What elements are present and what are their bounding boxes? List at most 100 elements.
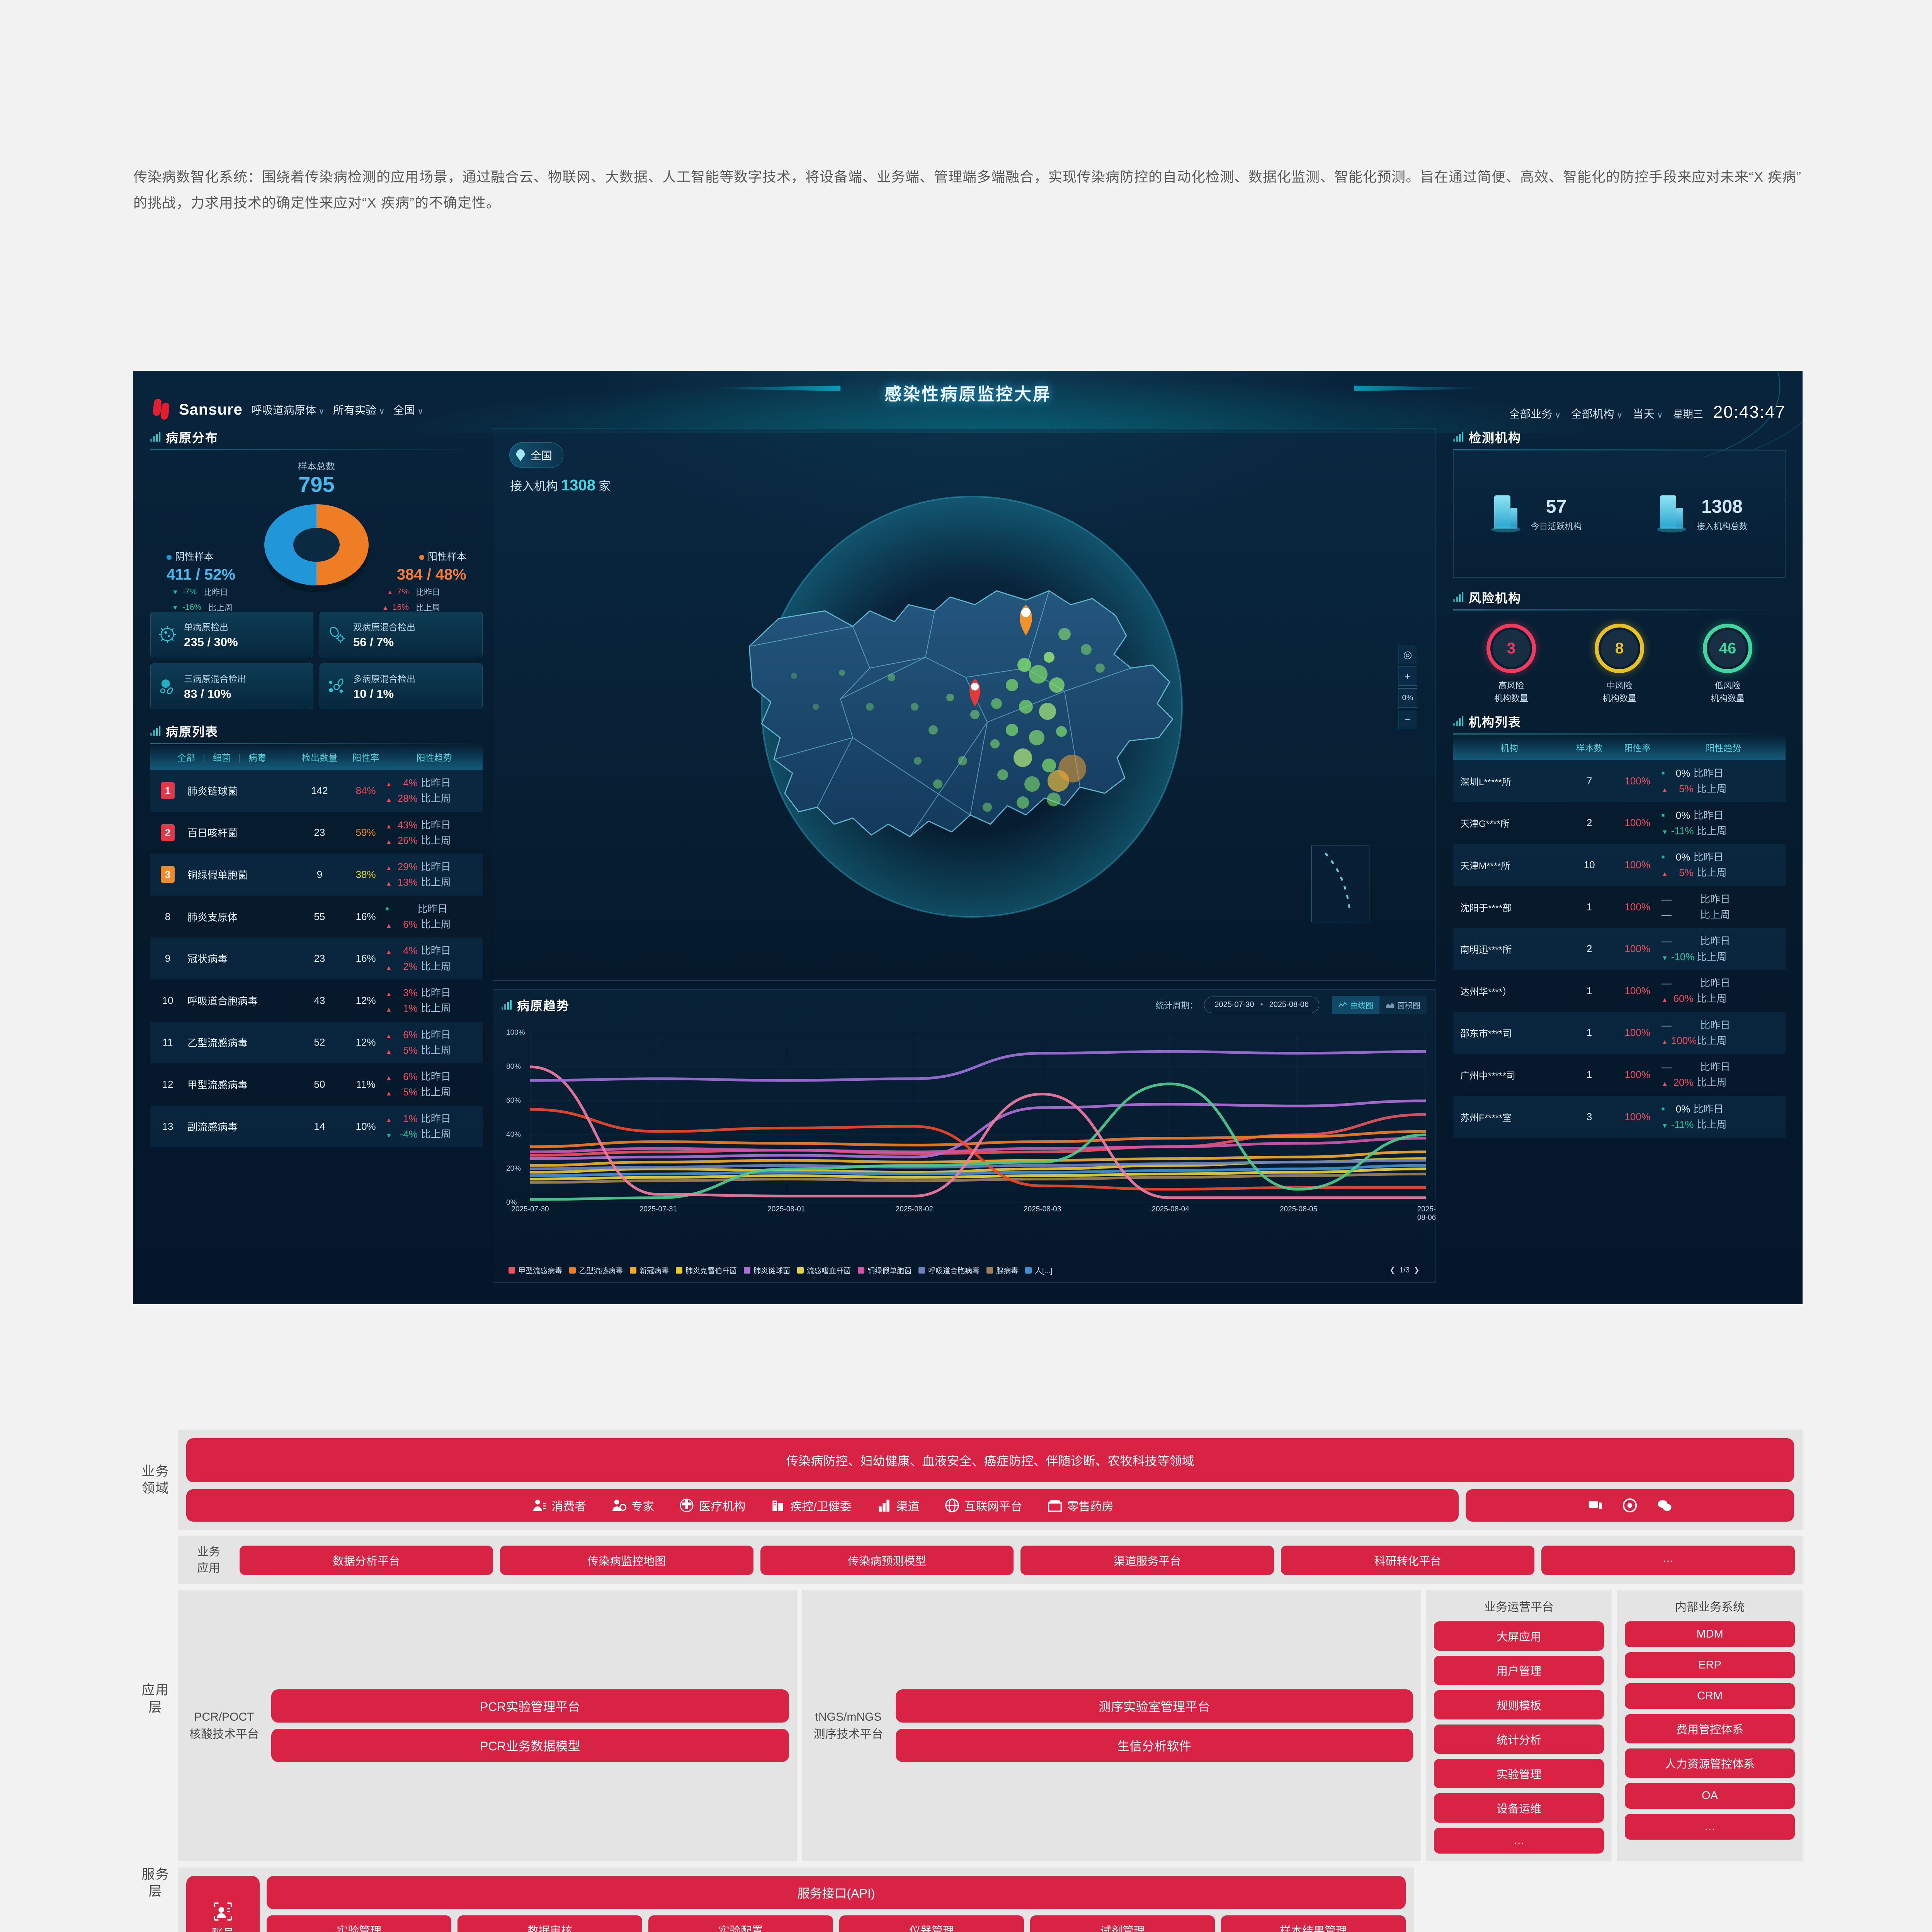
legend-item[interactable]: 新冠病毒 [630, 1265, 669, 1276]
table-row[interactable]: 10 呼吸道合胞病毒 43 12% 3%比昨日1%比上周 [150, 980, 483, 1022]
internal-item-1[interactable]: ERP [1625, 1652, 1795, 1678]
region-selector[interactable]: 全国 [509, 442, 564, 468]
channel-consumer[interactable]: 消费者 [531, 1497, 586, 1514]
trend-legend[interactable]: 甲型流感病毒 乙型流感病毒 新冠病毒 肺炎克雷伯杆菌 肺炎链球菌 流感嗜血杆菌 铜绿假单胞菌… [509, 1265, 1420, 1276]
table-row[interactable]: 9 冠状病毒 23 16% 4%比昨日2%比上周 [150, 937, 483, 980]
service-item-3[interactable]: 仪器管理 [839, 1915, 1024, 1932]
bioinformatics-software[interactable]: 生信分析软件 [895, 1728, 1413, 1762]
app-chip-3[interactable]: 渠道服务平台 [1020, 1546, 1274, 1575]
app-chip-1[interactable]: 传染病监控地图 [500, 1546, 753, 1575]
legend-item[interactable]: 呼吸道合胞病毒 [918, 1265, 980, 1276]
service-item-1[interactable]: 数据审核 [457, 1915, 642, 1932]
internal-item-2[interactable]: CRM [1625, 1683, 1795, 1709]
app-chip-0[interactable]: 数据分析平台 [240, 1546, 493, 1575]
ops-item-5[interactable]: 设备运维 [1434, 1793, 1604, 1823]
ops-item-1[interactable]: 用户管理 [1434, 1656, 1604, 1685]
ops-item-4[interactable]: 实验管理 [1434, 1759, 1604, 1788]
internal-item-6[interactable]: … [1625, 1814, 1795, 1840]
table-row[interactable]: 13 副流感病毒 14 10% 1%比昨日-4%比上周 [150, 1105, 483, 1148]
internal-item-3[interactable]: 费用管控体系 [1625, 1714, 1795, 1743]
table-row[interactable]: 苏州F*****室 3 100% ■ 0%比昨日 -11%比上周 [1453, 1095, 1786, 1138]
table-row[interactable]: 广州中*****司 1 100% — 比昨日 20%比上周 [1453, 1054, 1786, 1096]
ops-item-6[interactable]: … [1434, 1828, 1604, 1854]
tab-virus[interactable]: 病毒 [248, 753, 266, 763]
internal-item-0[interactable]: MDM [1625, 1621, 1795, 1647]
legend-item[interactable]: 乙型流感病毒 [569, 1265, 623, 1276]
service-item-0[interactable]: 实验管理 [267, 1915, 451, 1932]
filter-pathogen-type[interactable]: 呼吸道病原体 ∨ [251, 402, 325, 417]
stat-double-pathogen[interactable]: 双病原混合检出 56 / 7% [320, 612, 483, 657]
service-item-5[interactable]: 样本结果管理 [1221, 1915, 1406, 1932]
filter-experiment[interactable]: 所有实验 ∨ [333, 402, 385, 417]
ops-item-0[interactable]: 大屏应用 [1434, 1621, 1604, 1651]
ops-item-3[interactable]: 统计分析 [1434, 1725, 1604, 1754]
auth-center[interactable]: 账号认证中心 [186, 1876, 260, 1932]
chrome-icon[interactable] [1622, 1498, 1638, 1513]
table-row[interactable]: 沈阳于****部 1 100% — 比昨日 — 比上周 [1453, 886, 1786, 928]
api-service[interactable]: 服务接口(API) [267, 1876, 1406, 1909]
filter-business[interactable]: 全部业务 ∨ [1509, 406, 1561, 421]
table-row[interactable]: 南明迅****所 2 100% — 比昨日 -10%比上周 [1453, 928, 1786, 970]
table-row[interactable]: 8 肺炎支原体 55 16% ■ 比昨日 6%比上周 [150, 896, 483, 938]
business-domain-banner[interactable]: 传染病防控、妇幼健康、血液安全、癌症防控、伴随诊断、农牧科技等领域 [186, 1438, 1794, 1482]
ops-item-2[interactable]: 规则模板 [1434, 1690, 1604, 1719]
legend-item[interactable]: 甲型流感病毒 [509, 1265, 562, 1276]
tab-all[interactable]: 全部 [177, 753, 195, 763]
china-map-svg[interactable] [663, 475, 1265, 931]
stat-multi-pathogen[interactable]: 多病原混合检出 10 / 1% [320, 663, 483, 709]
pcr-lab-platform[interactable]: PCR实验管理平台 [271, 1689, 789, 1723]
legend-item[interactable]: 肺炎克雷伯杆菌 [676, 1265, 737, 1276]
app-chip-2[interactable]: 传染病预测模型 [760, 1546, 1014, 1575]
chart-type-area-button[interactable]: 面积图 [1379, 996, 1427, 1014]
channel-internet[interactable]: 互联网平台 [944, 1497, 1022, 1514]
stat-single-pathogen[interactable]: 单病原检出 235 / 30% [150, 612, 313, 657]
channel-expert[interactable]: 专家 [611, 1497, 654, 1514]
china-map-card[interactable]: 全国 接入机构 1308 家 [493, 428, 1435, 981]
stat-triple-pathogen[interactable]: 三病原混合检出 83 / 10% [150, 663, 313, 709]
screen-icon[interactable] [1587, 1498, 1603, 1513]
channel-pharmacy[interactable]: 零售药房 [1047, 1497, 1114, 1514]
channel-cdc[interactable]: 疾控/卫健委 [770, 1497, 852, 1514]
risk-item-2[interactable]: 46 低风险 机构数量 [1703, 624, 1752, 705]
internal-item-5[interactable]: OA [1625, 1783, 1795, 1809]
date-range-picker[interactable]: 2025-07-30 • 2025-08-06 [1204, 997, 1319, 1013]
table-row[interactable]: 天津M****所 10 100% ■ 0%比昨日 5%比上周 [1453, 844, 1786, 886]
table-row[interactable]: 天津G****所 2 100% ■ 0%比昨日 -11%比上周 [1453, 802, 1786, 844]
filter-organization[interactable]: 全部机构 ∨ [1571, 406, 1622, 421]
service-item-2[interactable]: 实验配置 [648, 1915, 833, 1932]
legend-next-button[interactable]: ❯ [1413, 1266, 1420, 1274]
channel-hospital[interactable]: 医疗机构 [679, 1497, 745, 1514]
pathogen-list-tabs[interactable]: 全部 | 细菌 | 病毒 [150, 744, 293, 770]
legend-prev-button[interactable]: ❮ [1389, 1266, 1396, 1274]
map-controls[interactable]: ◎ + 0% − [1398, 645, 1417, 729]
legend-item[interactable]: 腺病毒 [986, 1265, 1018, 1276]
table-row[interactable]: 深圳L*****所 7 100% ■ 0%比昨日 5%比上周 [1453, 760, 1786, 802]
legend-item[interactable]: 人[...] [1025, 1265, 1053, 1276]
chart-type-line-button[interactable]: 曲线图 [1332, 996, 1379, 1014]
legend-item[interactable]: 肺炎链球菌 [744, 1265, 790, 1276]
table-row[interactable]: 11 乙型流感病毒 52 12% 6%比昨日5%比上周 [150, 1021, 483, 1064]
legend-pager[interactable]: ❮ 1/3 ❯ [1389, 1266, 1420, 1275]
legend-item[interactable]: 铜绿假单胞菌 [858, 1265, 912, 1276]
tab-bacteria[interactable]: 细菌 [213, 753, 231, 763]
wechat-icon[interactable] [1657, 1498, 1672, 1513]
filter-date-range[interactable]: 当天 ∨ [1633, 406, 1663, 421]
internal-item-4[interactable]: 人力资源管控体系 [1625, 1748, 1795, 1778]
app-chip-4[interactable]: 科研转化平台 [1281, 1546, 1535, 1575]
seq-lab-platform[interactable]: 测序实验室管理平台 [895, 1689, 1413, 1723]
chart-type-toggle[interactable]: 曲线图 面积图 [1332, 996, 1427, 1014]
table-row[interactable]: 12 甲型流感病毒 50 11% 6%比昨日5%比上周 [150, 1063, 483, 1105]
risk-item-1[interactable]: 8 中风险 机构数量 [1595, 624, 1644, 705]
service-item-4[interactable]: 试剂管理 [1030, 1915, 1215, 1932]
map-zoom-in-button[interactable]: + [1398, 667, 1417, 686]
table-row[interactable]: 达州华****） 1 100% — 比昨日 60%比上周 [1453, 970, 1786, 1012]
app-chip-5[interactable]: … [1541, 1546, 1795, 1575]
legend-item[interactable]: 流感嗜血杆菌 [797, 1265, 851, 1276]
risk-item-0[interactable]: 3 高风险 机构数量 [1486, 624, 1536, 705]
channel-distribution[interactable]: 渠道 [876, 1497, 920, 1514]
filter-region[interactable]: 全国 ∨ [393, 402, 423, 417]
